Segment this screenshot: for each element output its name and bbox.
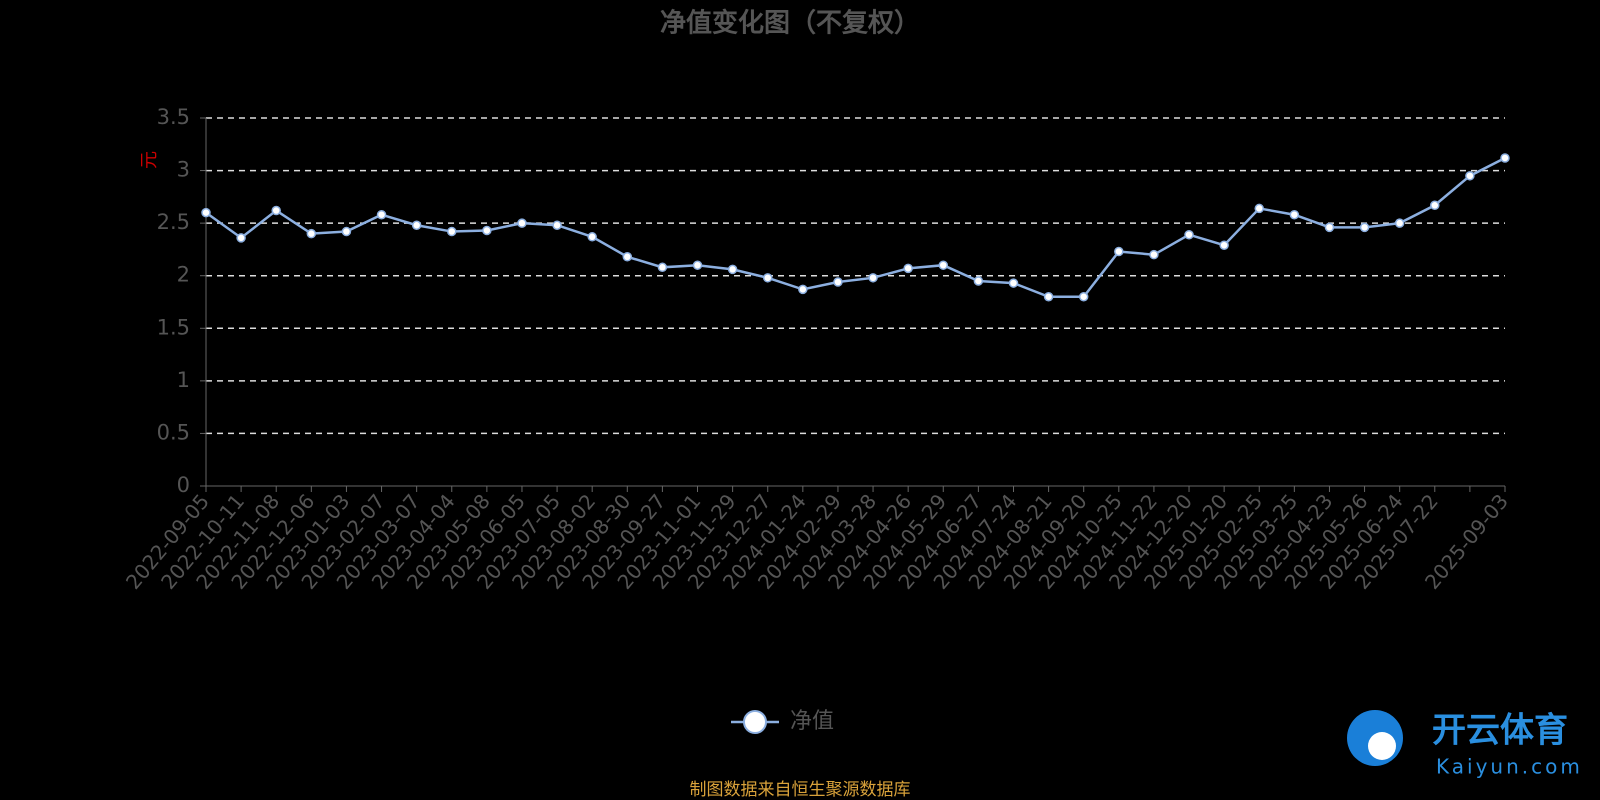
- point-marker: [1430, 200, 1440, 211]
- point-marker: [1289, 209, 1300, 220]
- point-marker: [1043, 291, 1054, 302]
- point-marker: [341, 226, 352, 237]
- y-tick-label: 1: [177, 368, 190, 392]
- point-marker: [903, 263, 913, 274]
- y-tick-label: 0.5: [157, 420, 190, 444]
- point-marker: [517, 218, 527, 228]
- point-marker: [447, 226, 457, 237]
- chart-title: 净值变化图（不复权）: [660, 8, 920, 39]
- point-marker: [622, 252, 633, 262]
- point-marker: [1219, 240, 1229, 250]
- point-marker: [1359, 222, 1370, 233]
- watermark: 开云体育 Kaiyun.com: [1347, 710, 1583, 779]
- watermark-site: Kaiyun.com: [1436, 755, 1583, 779]
- point-marker: [1500, 153, 1510, 163]
- watermark-brand: 开云体育: [1432, 711, 1568, 751]
- logo-ball: [1368, 732, 1396, 760]
- point-marker: [306, 228, 317, 239]
- point-marker: [868, 273, 878, 283]
- point-marker: [1149, 249, 1159, 260]
- point-marker: [1008, 278, 1019, 288]
- y-tick-label: 0: [177, 473, 190, 497]
- point-marker: [271, 205, 281, 216]
- y-tick-label: 2: [177, 263, 190, 287]
- y-tick-label: 3.5: [157, 105, 190, 129]
- point-marker: [552, 220, 562, 230]
- point-marker: [798, 284, 808, 295]
- series-line: [205, 156, 1506, 298]
- point-marker: [1114, 246, 1124, 257]
- point-marker: [1394, 218, 1405, 228]
- y-tick-label: 2.5: [157, 210, 190, 234]
- y-tick-label: 3: [177, 158, 190, 182]
- y-tick-label: 1.5: [157, 315, 190, 339]
- point-marker: [1465, 171, 1475, 181]
- point-marker: [1184, 229, 1194, 240]
- legend-marker: [743, 710, 767, 734]
- point-marker: [1078, 291, 1089, 302]
- point-marker: [376, 209, 387, 220]
- point-marker: [411, 220, 422, 230]
- point-marker: [762, 273, 773, 283]
- point-marker: [1324, 222, 1335, 233]
- y-axis-label: 元: [139, 151, 160, 169]
- point-marker: [1254, 203, 1264, 214]
- point-marker: [938, 260, 949, 270]
- point-marker: [482, 225, 492, 236]
- point-marker: [727, 264, 738, 275]
- point-marker: [833, 277, 843, 287]
- point-marker: [587, 232, 597, 242]
- point-marker: [973, 276, 984, 286]
- point-marker: [657, 262, 668, 273]
- point-marker: [692, 260, 703, 270]
- source-note: 制图数据来自恒生聚源数据库: [690, 780, 911, 800]
- legend-label: 净值: [790, 709, 834, 734]
- point-marker: [236, 233, 246, 243]
- point-marker: [201, 207, 211, 218]
